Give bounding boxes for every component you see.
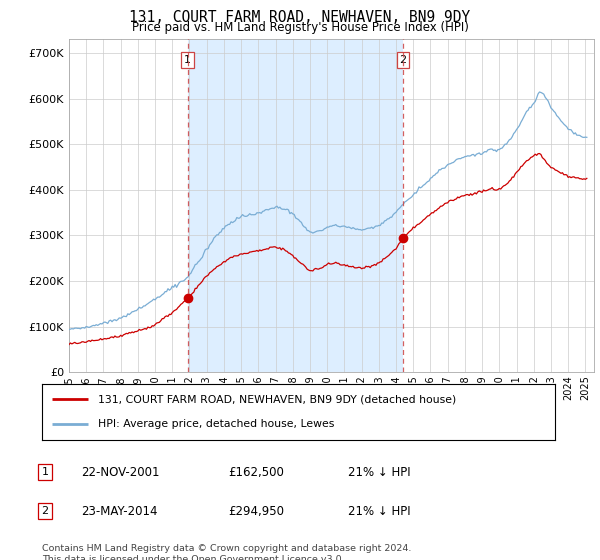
Text: £162,500: £162,500 [228,465,284,479]
Text: HPI: Average price, detached house, Lewes: HPI: Average price, detached house, Lewe… [98,419,335,429]
Text: 1: 1 [184,55,191,65]
Text: 131, COURT FARM ROAD, NEWHAVEN, BN9 9DY (detached house): 131, COURT FARM ROAD, NEWHAVEN, BN9 9DY … [98,394,457,404]
Bar [188,39,403,372]
Text: 2: 2 [400,55,406,65]
Text: 2: 2 [41,506,49,516]
Text: Contains HM Land Registry data © Crown copyright and database right 2024.
This d: Contains HM Land Registry data © Crown c… [42,544,412,560]
Text: 1: 1 [41,467,49,477]
Text: 21% ↓ HPI: 21% ↓ HPI [348,505,410,518]
Text: 131, COURT FARM ROAD, NEWHAVEN, BN9 9DY: 131, COURT FARM ROAD, NEWHAVEN, BN9 9DY [130,10,470,25]
Text: 21% ↓ HPI: 21% ↓ HPI [348,465,410,479]
Text: Price paid vs. HM Land Registry's House Price Index (HPI): Price paid vs. HM Land Registry's House … [131,21,469,34]
Text: 23-MAY-2014: 23-MAY-2014 [81,505,157,518]
Text: £294,950: £294,950 [228,505,284,518]
Text: 22-NOV-2001: 22-NOV-2001 [81,465,160,479]
